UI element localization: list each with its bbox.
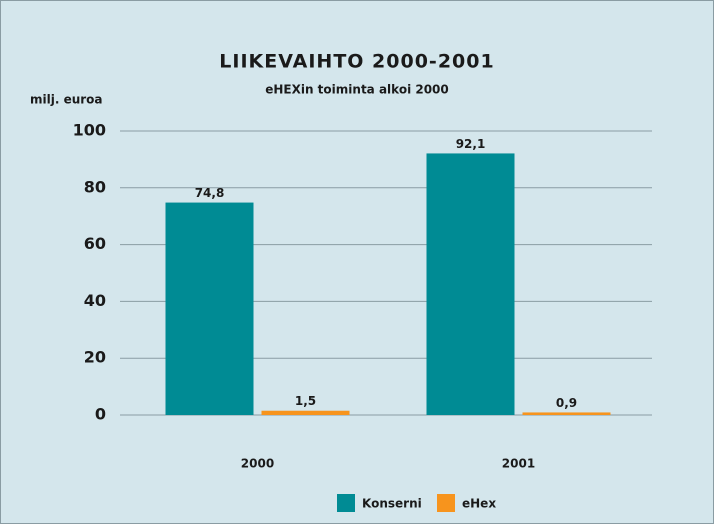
value-label: 74,8 <box>195 186 225 200</box>
x-tick-label: 2000 <box>241 457 274 471</box>
legend-label: eHex <box>462 497 496 511</box>
bar <box>522 412 611 415</box>
y-tick-label: 20 <box>84 348 106 367</box>
y-tick-label: 40 <box>84 291 106 310</box>
legend-swatch <box>437 494 455 512</box>
y-tick-label: 100 <box>73 121 106 140</box>
y-tick-label: 60 <box>84 234 106 253</box>
y-axis-label: milj. euroa <box>30 93 103 107</box>
y-tick-label: 0 <box>95 405 106 424</box>
legend-swatch <box>337 494 355 512</box>
bar <box>426 153 515 415</box>
y-tick-label: 80 <box>84 177 106 196</box>
value-label: 1,5 <box>295 394 316 408</box>
value-label: 92,1 <box>456 137 486 151</box>
bar <box>165 202 254 415</box>
legend-label: Konserni <box>362 497 422 511</box>
bar <box>261 410 350 415</box>
x-tick-label: 2001 <box>502 457 535 471</box>
chart-title: LIIKEVAIHTO 2000-2001 <box>219 51 494 73</box>
value-label: 0,9 <box>556 396 577 410</box>
chart-subtitle: eHEXin toiminta alkoi 2000 <box>265 83 449 97</box>
